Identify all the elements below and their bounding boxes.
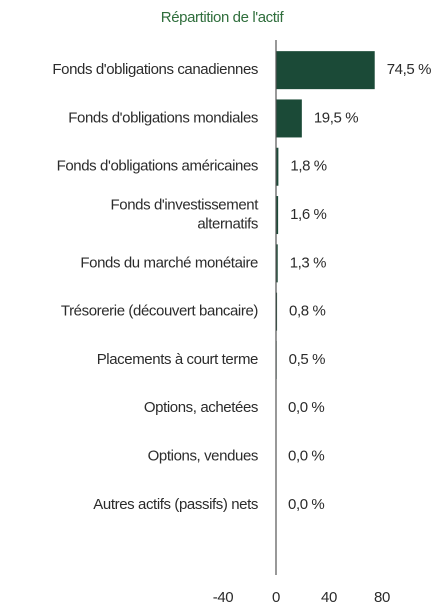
bar — [276, 147, 279, 186]
value-label: 0,5 % — [289, 351, 325, 368]
value-label: 74,5 % — [387, 61, 431, 78]
y-tick-label: Fonds d'investissement alternatifs — [111, 197, 260, 233]
value-label: 1,3 % — [290, 254, 326, 271]
x-tick-label: 80 — [374, 589, 390, 606]
y-tick-label: Autres actifs (passifs) nets — [93, 496, 258, 513]
value-label: 0,8 % — [289, 303, 325, 320]
y-tick-label: Options, achetées — [144, 399, 258, 416]
y-tick-label: Options, vendues — [148, 448, 258, 465]
y-tick-label: Fonds du marché monétaire — [80, 254, 258, 271]
value-label: 1,8 % — [290, 158, 326, 175]
value-label: 0,0 % — [288, 448, 324, 465]
bar — [276, 244, 278, 283]
bar — [276, 196, 279, 235]
value-label: 1,6 % — [290, 206, 326, 223]
y-tick-label: Fonds d'obligations canadiennes — [52, 61, 258, 78]
y-tick-label: Fonds d'obligations mondiales — [68, 109, 258, 126]
value-label: 19,5 % — [314, 109, 358, 126]
x-tick-label: 40 — [321, 589, 337, 606]
x-tick-label: -40 — [213, 589, 234, 606]
bar — [276, 51, 375, 90]
y-tick-label: Placements à court terme — [97, 351, 258, 368]
chart-title: Répartition de l'actif — [161, 9, 285, 26]
value-label: 0,0 % — [288, 496, 324, 513]
y-tick-label: Fonds d'obligations américaines — [57, 158, 258, 175]
value-label: 0,0 % — [288, 399, 324, 416]
y-tick-label: Trésorerie (découvert bancaire) — [61, 303, 259, 320]
bar — [276, 99, 302, 138]
x-tick-label: 0 — [272, 589, 280, 606]
